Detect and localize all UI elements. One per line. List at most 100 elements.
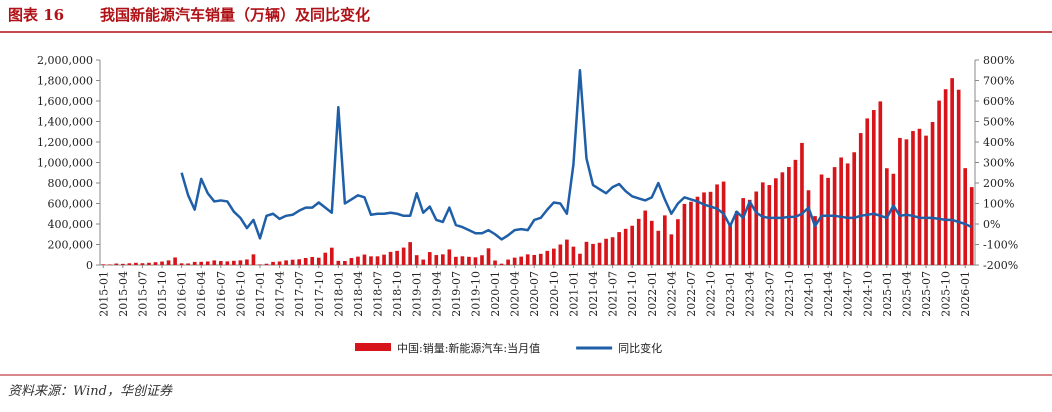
x-tick-label: 2018-01 — [332, 271, 345, 317]
bar — [676, 219, 680, 265]
bar — [565, 239, 569, 265]
x-tick-label: 2019-01 — [411, 271, 424, 317]
bar — [760, 182, 765, 265]
bar — [336, 260, 341, 265]
bar — [114, 263, 119, 265]
bar — [747, 199, 752, 265]
bar — [414, 255, 419, 265]
legend-label: 同比变化 — [618, 341, 662, 355]
bar — [943, 89, 948, 266]
bar — [597, 242, 602, 265]
bar — [212, 260, 217, 265]
bar — [721, 181, 726, 265]
bar — [525, 254, 530, 265]
line — [180, 69, 973, 241]
bar — [571, 246, 576, 265]
legend-label: 中国:销量:新能源汽车:当月值 — [397, 341, 540, 355]
bar — [591, 243, 595, 265]
y2-tick-label: 200% — [983, 177, 1014, 190]
bar — [937, 100, 941, 265]
bar — [917, 128, 922, 265]
bar — [649, 220, 654, 265]
bar — [205, 261, 210, 265]
bar — [303, 257, 308, 265]
x-tick-label: 2026-01 — [959, 271, 972, 317]
bar — [284, 260, 288, 265]
bar — [343, 260, 347, 265]
bar — [904, 139, 909, 265]
y-tick-label: 200,000 — [48, 239, 94, 252]
bar — [767, 185, 772, 265]
bar — [538, 253, 543, 265]
x-tick-label: 2024-01 — [802, 271, 815, 317]
bar — [192, 261, 197, 265]
bar — [107, 264, 112, 265]
bar — [329, 247, 334, 265]
bar — [434, 255, 439, 265]
bar — [179, 263, 184, 265]
x-tick-label: 2020-10 — [548, 271, 561, 317]
bar — [310, 257, 315, 265]
x-tick-label: 2025-01 — [881, 271, 894, 317]
x-tick-label: 2022-01 — [646, 271, 659, 317]
bar — [290, 259, 295, 265]
bar — [388, 251, 393, 265]
bar — [421, 259, 426, 265]
bar — [754, 191, 759, 265]
bar — [258, 264, 262, 265]
x-tick-label: 2023-01 — [724, 271, 737, 317]
x-tick-label: 2024-04 — [822, 271, 835, 317]
bar — [440, 254, 445, 265]
bar — [578, 253, 582, 265]
bar — [728, 223, 732, 265]
bar — [264, 263, 269, 265]
legend-swatch — [355, 343, 391, 351]
y-tick-label: 1,400,000 — [37, 116, 93, 129]
bar — [813, 216, 817, 265]
x-tick-label: 2021-10 — [626, 271, 639, 317]
x-tick-label: 2015-01 — [97, 271, 110, 317]
bar — [852, 152, 857, 265]
y2-tick-label: 300% — [983, 157, 1014, 170]
bar — [447, 249, 452, 265]
bar — [493, 260, 497, 265]
bar — [741, 198, 746, 265]
bar — [356, 256, 360, 265]
x-tick-label: 2018-10 — [391, 271, 404, 317]
bar — [519, 256, 524, 265]
bar — [245, 259, 249, 265]
bar — [956, 89, 961, 265]
bar — [467, 256, 471, 265]
figure-label: 图表 16 — [8, 6, 64, 24]
x-tick-label: 2025-04 — [900, 271, 913, 317]
bar — [584, 241, 589, 265]
x-tick-label: 2017-01 — [254, 271, 267, 317]
bar — [186, 263, 190, 265]
x-tick-label: 2021-01 — [567, 271, 580, 317]
bar — [551, 248, 556, 265]
x-tick-label: 2015-07 — [136, 271, 149, 317]
x-tick-label: 2025-10 — [940, 271, 953, 317]
bar — [401, 247, 406, 265]
bar — [604, 238, 608, 265]
x-tick-label: 2019-10 — [469, 271, 482, 317]
x-tick-label: 2024-07 — [842, 271, 855, 317]
x-tick-label: 2017-07 — [293, 271, 306, 317]
bar — [911, 131, 915, 265]
bar — [806, 190, 811, 265]
x-tick-label: 2015-04 — [117, 271, 130, 317]
x-tick-label: 2015-10 — [156, 271, 169, 317]
bar — [682, 203, 687, 265]
x-tick-label: 2023-10 — [783, 271, 796, 317]
y-tick-label: 1,800,000 — [37, 75, 93, 88]
bar — [878, 101, 883, 265]
x-tick-label: 2023-07 — [763, 271, 776, 317]
bar — [473, 257, 478, 265]
bar — [734, 211, 739, 265]
x-tick-label: 2022-07 — [685, 271, 698, 317]
y2-tick-label: 700% — [983, 75, 1014, 88]
y-tick-label: 1,000,000 — [37, 157, 93, 170]
bar — [512, 257, 517, 265]
bar — [800, 142, 804, 265]
